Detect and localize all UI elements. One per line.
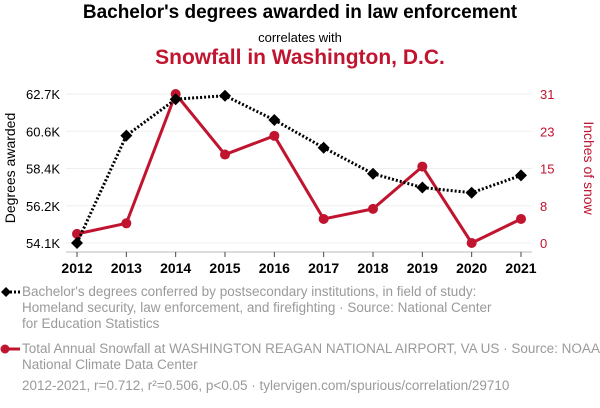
- axes: 54.1K 0 56.2K 8 58.4K 15 60.6K 23 62.7K 31 2012 201…: [2, 87, 597, 276]
- y-right-tick-label: 23: [540, 124, 554, 139]
- snowfall-point: [368, 203, 378, 214]
- y-right-tick-label: 0: [540, 236, 547, 251]
- y-right-tick-label: 31: [540, 87, 554, 102]
- series-group: [71, 89, 527, 249]
- grid-lines: [66, 93, 532, 244]
- x-tick-label: 2017: [308, 260, 339, 276]
- degrees-point: [465, 186, 478, 199]
- y-right-tick-label: 15: [540, 162, 554, 177]
- legend-label-degrees: Bachelor's degrees conferred by postseco…: [22, 284, 492, 331]
- legend-item-degrees: Bachelor's degrees conferred by postseco…: [0, 284, 502, 332]
- snowfall-point: [417, 161, 428, 172]
- x-tick-label: 2018: [357, 260, 388, 276]
- chart-title: Bachelor's degrees awarded in law enforc…: [82, 2, 518, 23]
- legend: Bachelor's degrees conferred by postseco…: [0, 284, 600, 332]
- y-right-tick-label: 8: [540, 199, 547, 214]
- legend-marker-circle-icon: [0, 344, 20, 354]
- degrees-point: [71, 237, 83, 249]
- degrees-point: [317, 141, 330, 154]
- y-left-tick-label: 60.6K: [26, 124, 60, 139]
- snowfall-point: [466, 238, 477, 248]
- snowfall-point: [220, 149, 230, 160]
- x-tick-label: 2021: [505, 260, 536, 276]
- y-right-axis-title: Inches of snow: [581, 121, 597, 215]
- y-left-tick-label: 62.7K: [26, 87, 60, 102]
- y-left-tick-label: 58.4K: [26, 162, 60, 177]
- snowfall-line: [76, 92, 522, 245]
- y-left-tick-label: 56.2K: [26, 199, 60, 214]
- chart-subtitle: correlates with: [258, 30, 342, 45]
- legend-marker-diamond-icon: [1, 287, 20, 297]
- x-tick-label: 2014: [160, 260, 191, 276]
- degrees-point: [169, 93, 182, 106]
- legend-item-snowfall: Total Annual Snowfall at WASHINGTON REAG…: [0, 341, 600, 373]
- y-left-tick-label: 54.1K: [26, 236, 60, 251]
- chart-secondary-title: Snowfall in Washington, D.C.: [155, 46, 445, 69]
- x-tick-label: 2019: [407, 260, 438, 276]
- snowfall-point: [318, 213, 329, 224]
- degrees-point: [120, 129, 133, 142]
- footer-stats: 2012-2021, r=0.712, r²=0.506, p<0.05 · t…: [22, 378, 510, 393]
- x-tick-label: 2015: [209, 260, 240, 276]
- degrees-point: [268, 113, 281, 126]
- degrees-point: [515, 169, 527, 182]
- degrees-point: [416, 181, 429, 194]
- legend-label-snowfall: Total Annual Snowfall at WASHINGTON REAG…: [22, 341, 600, 372]
- legend-2: Total Annual Snowfall at WASHINGTON REAG…: [0, 341, 600, 373]
- x-tick-label: 2016: [259, 260, 290, 276]
- x-tick-label: 2012: [61, 260, 92, 276]
- snowfall-point: [269, 130, 280, 141]
- y-left-axis-title: Degrees awarded: [2, 113, 18, 224]
- snowfall-point: [72, 228, 82, 239]
- x-tick-label: 2020: [456, 260, 487, 276]
- degrees-line: [75, 94, 522, 244]
- snowfall-point: [121, 218, 132, 229]
- x-tick-label: 2013: [111, 260, 142, 276]
- line-chart: 54.1K 0 56.2K 8 58.4K 15 60.6K 23 62.7K 31 2012 201…: [2, 87, 597, 276]
- degrees-point: [367, 167, 379, 180]
- snowfall-point: [516, 213, 526, 224]
- degrees-point: [219, 89, 231, 102]
